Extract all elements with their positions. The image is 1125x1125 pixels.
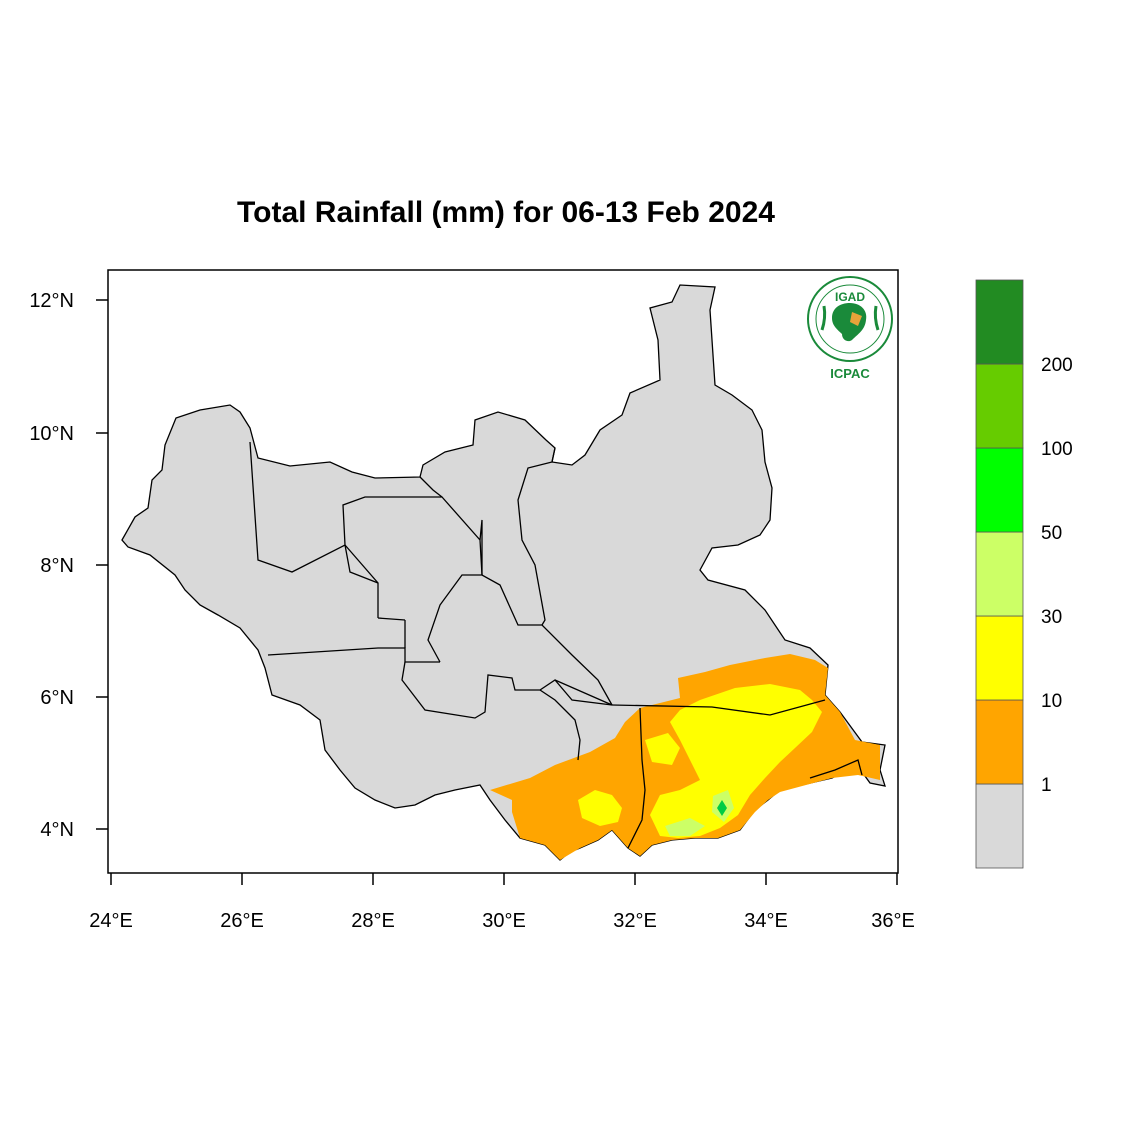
- rainfall-band-50-100: [717, 800, 727, 816]
- logo-igad-text: IGAD: [835, 290, 865, 304]
- legend-label: 50: [1041, 523, 1062, 544]
- legend-swatch: [975, 447, 1024, 533]
- state-borders: [249, 441, 863, 849]
- legend-label: 1: [1041, 775, 1052, 796]
- legend-label: 200: [1041, 355, 1073, 376]
- igad-region-icon: [850, 312, 862, 326]
- rainfall-band-10-30-east: [650, 684, 822, 838]
- x-tick-label: 26°E: [220, 910, 264, 932]
- logo-inner-ring: [815, 284, 885, 354]
- x-tick-label: 34°E: [744, 910, 788, 932]
- x-axis: [110, 873, 898, 885]
- rainfall-band-30-50: [665, 818, 705, 836]
- x-tick-label: 30°E: [482, 910, 526, 932]
- legend-swatch: [975, 279, 1024, 365]
- legend-swatch: [975, 363, 1024, 449]
- legend-colorbar: 1 10 30 50 100 200: [975, 279, 1073, 869]
- legend-swatch: [975, 531, 1024, 617]
- legend-label: 10: [1041, 691, 1062, 712]
- logo-icpac-text: ICPAC: [830, 366, 870, 381]
- x-tick-label: 28°E: [351, 910, 395, 932]
- africa-icon: [832, 303, 867, 342]
- laurel-left-icon: [820, 305, 827, 331]
- y-tick-label: 6°N: [40, 687, 74, 709]
- rainfall-band-10-30-west: [578, 790, 622, 826]
- rainfall-band-10-30-north: [645, 733, 680, 765]
- legend-swatch: [975, 783, 1024, 869]
- legend-label: 30: [1041, 607, 1062, 628]
- y-tick-label: 8°N: [40, 555, 74, 577]
- y-tick-label: 12°N: [29, 290, 74, 312]
- x-tick-label: 24°E: [89, 910, 133, 932]
- icpac-logo: IGAD ICPAC: [807, 276, 893, 381]
- legend-swatch: [975, 615, 1024, 701]
- laurel-right-icon: [873, 305, 880, 331]
- x-tick-label: 36°E: [871, 910, 915, 932]
- y-tick-label: 4°N: [40, 819, 74, 841]
- x-tick-label: 32°E: [613, 910, 657, 932]
- y-tick-label: 10°N: [29, 423, 74, 445]
- legend-swatch: [975, 699, 1024, 785]
- legend-label: 100: [1041, 439, 1073, 460]
- y-axis: [96, 299, 108, 830]
- map-title: Total Rainfall (mm) for 06-13 Feb 2024: [237, 196, 775, 229]
